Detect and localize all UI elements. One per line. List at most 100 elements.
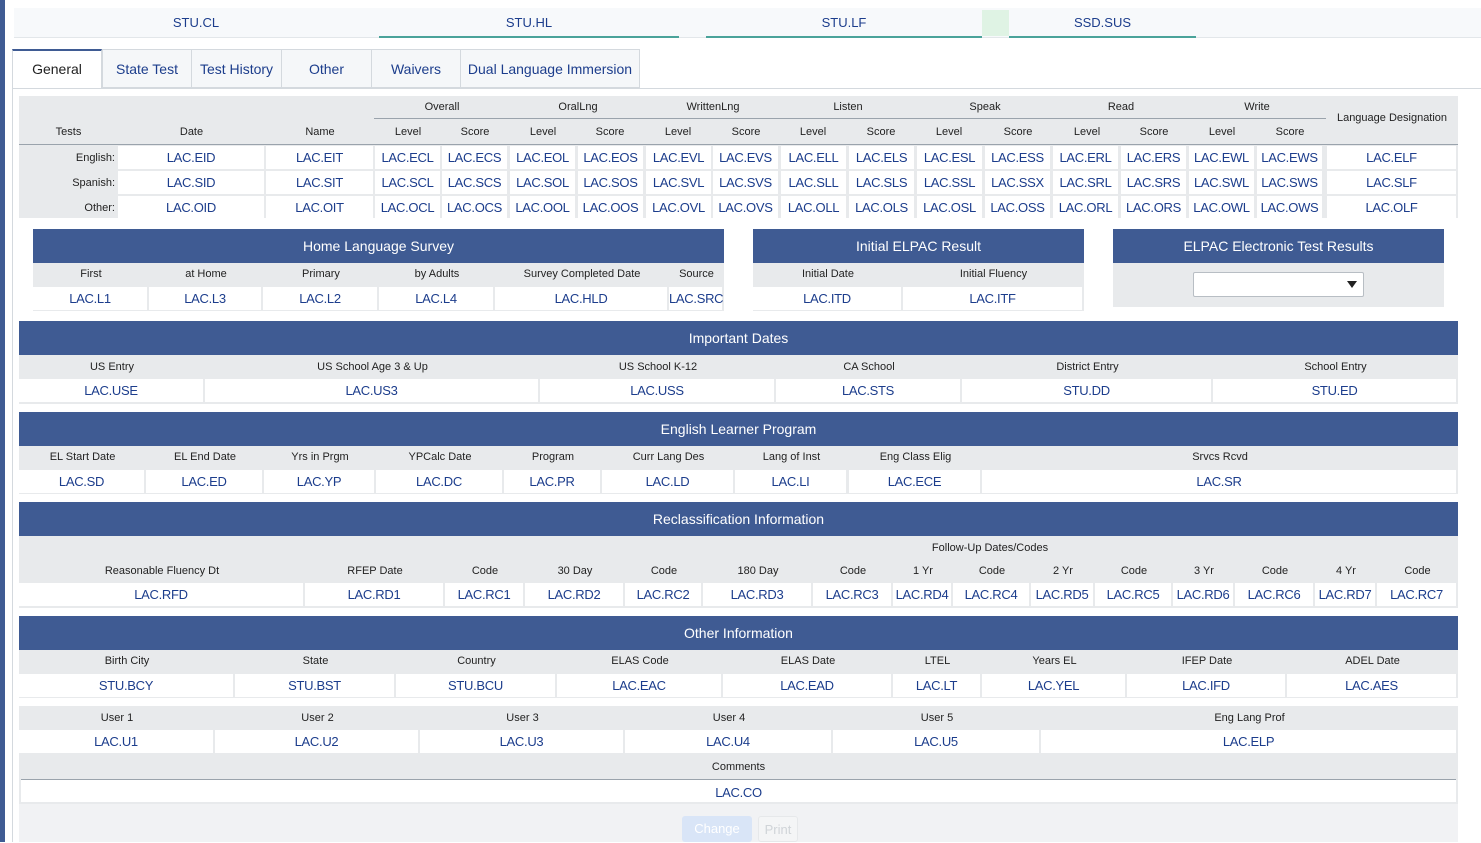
test-cell[interactable]: [266, 146, 373, 169]
hls-value[interactable]: LAC.SRC: [669, 291, 724, 306]
initial-elpac-value[interactable]: LAC.ITF: [969, 291, 1016, 306]
test-value[interactable]: LAC.SRL: [1059, 175, 1112, 190]
reclassification-value-cell[interactable]: [1235, 583, 1313, 606]
user-field-value-cell[interactable]: [420, 730, 623, 753]
top-link-stu-lf[interactable]: STU.LF: [706, 8, 982, 38]
hls-value-cell[interactable]: [669, 287, 722, 310]
test-cell[interactable]: [985, 171, 1050, 194]
test-value[interactable]: LAC.SSL: [923, 175, 976, 190]
top-link-stu-hl[interactable]: STU.HL: [379, 8, 679, 38]
test-cell[interactable]: [646, 146, 711, 169]
other-info-value[interactable]: LAC.LT: [915, 678, 958, 693]
test-value[interactable]: LAC.ERS: [1126, 150, 1181, 165]
el-program-value-cell[interactable]: [504, 470, 600, 493]
other-info-value-cell[interactable]: [235, 674, 394, 697]
el-program-value-cell[interactable]: [146, 470, 262, 493]
important-date-value-cell[interactable]: [776, 379, 960, 402]
test-value[interactable]: LAC.OIT: [295, 200, 344, 215]
other-info-value[interactable]: LAC.EAC: [612, 678, 666, 693]
test-value[interactable]: LAC.SSX: [991, 175, 1044, 190]
change-button[interactable]: Change: [682, 816, 752, 842]
comments-value[interactable]: LAC.CO: [715, 785, 762, 800]
test-cell[interactable]: [1053, 146, 1118, 169]
other-info-value[interactable]: STU.BCY: [98, 678, 154, 693]
reclassification-value[interactable]: LAC.RC3: [825, 587, 879, 602]
test-value[interactable]: LAC.ORS: [1126, 200, 1181, 215]
el-program-value-cell[interactable]: [849, 470, 980, 493]
el-program-value[interactable]: LAC.LI: [771, 474, 810, 489]
other-info-value[interactable]: LAC.YEL: [1027, 678, 1080, 693]
reclassification-value-cell[interactable]: [893, 583, 951, 606]
test-value[interactable]: LAC.SOL: [516, 175, 569, 190]
test-value[interactable]: LAC.SCS: [447, 175, 502, 190]
test-value[interactable]: LAC.ELF: [1366, 150, 1417, 165]
user-field-value[interactable]: LAC.U4: [706, 734, 750, 749]
el-program-value[interactable]: LAC.LD: [645, 474, 690, 489]
user-field-value-cell[interactable]: [1041, 730, 1456, 753]
test-cell[interactable]: [646, 171, 711, 194]
test-value[interactable]: LAC.OWL: [1193, 200, 1250, 215]
test-cell[interactable]: [442, 171, 507, 194]
test-cell[interactable]: [1327, 146, 1456, 169]
test-value[interactable]: LAC.OOS: [582, 200, 639, 215]
test-cell[interactable]: [781, 196, 846, 219]
test-cell[interactable]: [1257, 171, 1322, 194]
reclassification-value[interactable]: LAC.RC7: [1390, 587, 1443, 602]
test-value[interactable]: LAC.OLF: [1365, 200, 1418, 215]
test-value[interactable]: LAC.SVL: [652, 175, 705, 190]
test-value[interactable]: LAC.SWS: [1261, 175, 1318, 190]
important-date-value[interactable]: LAC.USE: [84, 383, 138, 398]
user-field-value[interactable]: LAC.U1: [94, 734, 138, 749]
test-cell[interactable]: [713, 196, 778, 219]
test-cell[interactable]: [1327, 196, 1456, 219]
user-field-value[interactable]: LAC.U2: [294, 734, 339, 749]
tab-test-history[interactable]: Test History: [191, 49, 282, 88]
important-date-value-cell[interactable]: [962, 379, 1211, 402]
reclassification-value[interactable]: LAC.RFD: [134, 587, 188, 602]
el-program-value-cell[interactable]: [735, 470, 846, 493]
test-cell[interactable]: [849, 171, 914, 194]
important-date-value[interactable]: STU.ED: [1311, 383, 1358, 398]
other-info-value-cell[interactable]: [893, 674, 980, 697]
user-field-value[interactable]: LAC.U3: [499, 734, 544, 749]
test-cell[interactable]: [713, 171, 778, 194]
test-cell[interactable]: [1053, 171, 1118, 194]
reclassification-value-cell[interactable]: [19, 583, 303, 606]
test-cell[interactable]: [713, 146, 778, 169]
el-program-value[interactable]: LAC.ECE: [887, 474, 942, 489]
el-program-value-cell[interactable]: [19, 470, 144, 493]
test-cell[interactable]: [510, 196, 575, 219]
top-link-ssd-sus[interactable]: SSD.SUS: [1009, 8, 1196, 38]
hls-value-cell[interactable]: [495, 287, 667, 310]
reclassification-value-cell[interactable]: [525, 583, 623, 606]
test-value[interactable]: LAC.SVS: [719, 175, 772, 190]
hls-value[interactable]: LAC.L1: [69, 291, 111, 306]
el-program-value-cell[interactable]: [982, 470, 1456, 493]
test-value[interactable]: LAC.ESL: [923, 150, 976, 165]
test-cell[interactable]: [781, 171, 846, 194]
reclassification-value[interactable]: LAC.RC1: [457, 587, 511, 602]
test-cell[interactable]: [510, 146, 575, 169]
test-cell[interactable]: [266, 196, 373, 219]
reclassification-value[interactable]: LAC.RC5: [1106, 587, 1160, 602]
test-cell[interactable]: [917, 196, 982, 219]
reclassification-value[interactable]: LAC.RD1: [347, 587, 401, 602]
reclassification-value[interactable]: LAC.RD6: [1176, 587, 1230, 602]
reclassification-value-cell[interactable]: [1377, 583, 1456, 606]
important-date-value[interactable]: LAC.US3: [345, 383, 398, 398]
test-cell[interactable]: [1189, 196, 1254, 219]
test-cell[interactable]: [375, 171, 440, 194]
test-value[interactable]: LAC.ECS: [447, 150, 502, 165]
reclassification-value[interactable]: LAC.RD7: [1318, 587, 1372, 602]
other-info-value-cell[interactable]: [1287, 674, 1456, 697]
reclassification-value-cell[interactable]: [625, 583, 701, 606]
other-info-value[interactable]: LAC.EAD: [780, 678, 834, 693]
other-info-value[interactable]: STU.BCU: [448, 678, 503, 693]
test-value[interactable]: LAC.OID: [166, 200, 216, 215]
test-cell[interactable]: [118, 196, 264, 219]
test-cell[interactable]: [118, 146, 264, 169]
important-date-value-cell[interactable]: [1213, 379, 1456, 402]
test-value[interactable]: LAC.SLF: [1366, 175, 1417, 190]
test-value[interactable]: LAC.OLS: [855, 200, 908, 215]
important-date-value-cell[interactable]: [540, 379, 774, 402]
